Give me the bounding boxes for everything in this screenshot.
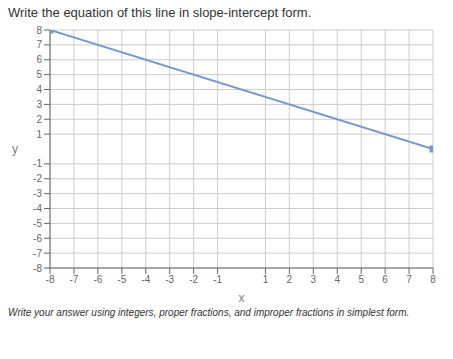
svg-text:-7: -7 (33, 248, 42, 259)
svg-text:3: 3 (311, 274, 317, 285)
svg-text:4: 4 (36, 84, 42, 95)
svg-text:-1: -1 (33, 158, 42, 169)
svg-text:7: 7 (36, 39, 42, 50)
html-text:Write your answer using intege: Write your answer using integers, proper… (8, 307, 410, 318)
svg-text:-5: -5 (117, 274, 126, 285)
svg-text:6: 6 (382, 274, 388, 285)
svg-text:7: 7 (406, 274, 412, 285)
svg-text:2: 2 (287, 274, 293, 285)
svg-text:-6: -6 (33, 233, 42, 244)
svg-text:5: 5 (36, 69, 42, 80)
svg-text:3: 3 (36, 99, 42, 110)
svg-text:8: 8 (36, 25, 42, 36)
svg-text:x: x (239, 291, 245, 302)
svg-text:-7: -7 (69, 274, 78, 285)
svg-text:-3: -3 (165, 274, 174, 285)
svg-text:-6: -6 (93, 274, 102, 285)
svg-text:8: 8 (430, 274, 436, 285)
svg-text:-8: -8 (46, 274, 55, 285)
svg-text:1: 1 (263, 274, 269, 285)
svg-text:1: 1 (36, 129, 42, 140)
svg-text:-2: -2 (33, 173, 42, 184)
svg-text:-4: -4 (33, 203, 42, 214)
html-text:Write the equation of this lin: Write the equation of this line in slope… (8, 5, 312, 20)
svg-text:6: 6 (36, 54, 42, 65)
svg-text:y: y (12, 142, 18, 156)
svg-text:-1: -1 (213, 274, 222, 285)
svg-text:-5: -5 (33, 218, 42, 229)
svg-text:-4: -4 (141, 274, 150, 285)
svg-text:-3: -3 (33, 188, 42, 199)
svg-text:-2: -2 (189, 274, 198, 285)
svg-text:4: 4 (334, 274, 340, 285)
svg-text:5: 5 (358, 274, 364, 285)
svg-text:-8: -8 (33, 263, 42, 274)
svg-text:2: 2 (36, 114, 42, 125)
